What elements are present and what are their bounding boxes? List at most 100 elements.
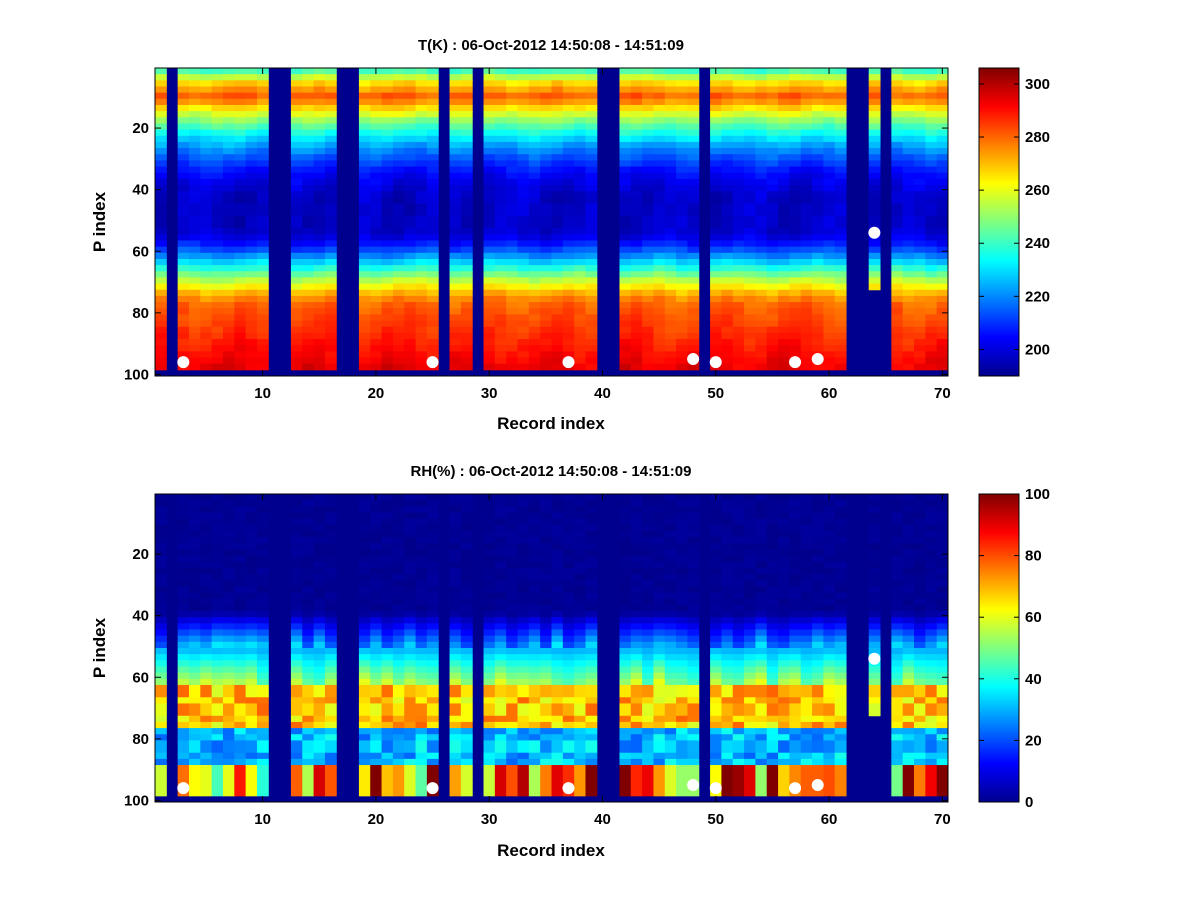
temperature-heatmap-cell <box>766 228 779 235</box>
temperature-heatmap-cell <box>302 117 315 124</box>
temperature-heatmap-cell <box>426 209 439 217</box>
humidity-heatmap-cell <box>755 574 768 581</box>
temperature-heatmap-cell <box>642 345 654 352</box>
humidity-heatmap-cell <box>755 512 768 520</box>
temperature-heatmap-cell <box>800 339 813 346</box>
temperature-heatmap-cell <box>517 197 530 205</box>
humidity-heatmap-cell <box>630 555 643 563</box>
humidity-heatmap-cell <box>732 524 745 532</box>
humidity-heatmap-cell <box>313 561 326 569</box>
humidity-heatmap-cell <box>585 697 598 704</box>
temperature-heatmap-cell <box>891 351 904 359</box>
humidity-heatmap-cell <box>222 549 235 557</box>
humidity-heatmap-cell <box>234 635 247 643</box>
temperature-heatmap-cell <box>755 185 768 192</box>
temperature-heatmap-cell <box>744 197 756 205</box>
temperature-heatmap-cell <box>404 271 417 278</box>
temperature-heatmap-cell <box>313 135 326 143</box>
humidity-heatmap-cell <box>188 518 201 526</box>
temperature-heatmap-cell <box>155 98 167 106</box>
temperature-heatmap-cell <box>812 80 824 87</box>
humidity-heatmap-cell <box>449 678 462 686</box>
humidity-heatmap-cell <box>506 617 519 624</box>
temperature-heatmap-cell <box>449 68 462 75</box>
temperature-heatmap-cell <box>800 363 813 371</box>
temperature-heatmap-cell <box>211 351 224 359</box>
temperature-heatmap-cell <box>415 363 428 371</box>
temperature-heatmap-cell <box>619 111 632 118</box>
humidity-heatmap-cell <box>324 684 337 692</box>
temperature-heatmap-cell <box>630 326 643 334</box>
humidity-heatmap-cell <box>732 771 745 778</box>
humidity-heatmap-cell <box>528 777 541 785</box>
humidity-heatmap-cell <box>200 574 213 581</box>
humidity-heatmap-cell <box>687 586 700 594</box>
temperature-heatmap-cell <box>823 197 836 205</box>
temperature-heatmap-cell <box>902 86 915 94</box>
temperature-heatmap-cell <box>642 228 654 235</box>
humidity-heatmap-cell <box>222 709 235 717</box>
temperature-heatmap-cell <box>324 197 337 205</box>
humidity-heatmap-cell <box>222 530 235 538</box>
temperature-heatmap-cell <box>778 289 790 297</box>
humidity-heatmap-cell <box>574 734 586 741</box>
temperature-heatmap-cell <box>766 68 779 75</box>
temperature-heatmap-cell <box>404 123 417 131</box>
temperature-heatmap-cell <box>653 104 666 112</box>
humidity-heatmap-cell <box>551 709 564 717</box>
humidity-heatmap-cell <box>370 740 383 748</box>
temperature-heatmap-cell <box>925 141 938 149</box>
temperature-heatmap-cell <box>664 289 677 297</box>
temperature-heatmap-cell <box>891 234 904 241</box>
humidity-heatmap-cell <box>528 740 541 748</box>
humidity-heatmap-cell <box>155 494 167 501</box>
temperature-heatmap-cell <box>404 326 417 334</box>
humidity-heatmap-cell <box>256 611 269 618</box>
humidity-heatmap-cell <box>619 623 632 631</box>
temperature-heatmap-cell <box>676 332 688 340</box>
temperature-heatmap-cell <box>755 234 768 241</box>
temperature-heatmap-cell <box>653 289 666 297</box>
temperature-heatmap-cell <box>914 302 926 309</box>
temperature-heatmap-cell <box>256 339 269 346</box>
temperature-heatmap-cell <box>460 222 473 229</box>
temperature-heatmap-cell <box>744 92 756 100</box>
temperature-heatmap-cell <box>381 234 394 241</box>
temperature-heatmap-cell <box>302 148 315 155</box>
temperature-heatmap-cell <box>200 234 213 241</box>
temperature-heatmap-cell <box>506 277 519 285</box>
temperature-heatmap-cell <box>528 332 541 340</box>
temperature-heatmap-cell <box>936 197 949 205</box>
humidity-heatmap-cell <box>528 586 541 594</box>
humidity-heatmap-cell <box>687 524 700 532</box>
humidity-heatmap-cell <box>245 721 258 729</box>
humidity-heatmap-cell <box>574 721 586 729</box>
temperature-heatmap-cell <box>891 203 904 211</box>
humidity-heatmap-cell <box>494 728 507 735</box>
temperature-heatmap-cell <box>800 252 813 260</box>
temperature-heatmap-cell <box>834 271 847 278</box>
humidity-heatmap-cell <box>653 598 666 606</box>
humidity-heatmap-cell <box>551 543 564 550</box>
temperature-heatmap-cell <box>812 320 824 328</box>
temperature-heatmap-cell <box>313 277 326 285</box>
temperature-heatmap-cell <box>789 141 802 149</box>
humidity-heatmap-cell <box>155 543 167 550</box>
humidity-heatmap-cell <box>506 709 519 717</box>
humidity-heatmap-cell <box>494 635 507 643</box>
temperature-heatmap-cell <box>506 104 519 112</box>
humidity-heatmap-cell <box>234 715 247 723</box>
temperature-heatmap-cell <box>562 252 575 260</box>
temperature-heatmap-cell <box>823 314 836 322</box>
humidity-heatmap-cell <box>211 629 224 637</box>
humidity-heatmap-cell <box>630 592 643 600</box>
temperature-heatmap-cell <box>936 74 949 81</box>
humidity-heatmap-cell <box>574 660 586 667</box>
temperature-heatmap-cell <box>494 86 507 94</box>
humidity-heatmap-cell <box>494 524 507 532</box>
temperature-heatmap-cell <box>517 234 530 241</box>
humidity-heatmap-cell <box>200 494 213 501</box>
temperature-marker <box>687 353 700 366</box>
temperature-heatmap-cell <box>200 215 213 223</box>
humidity-heatmap-cell <box>381 592 394 600</box>
